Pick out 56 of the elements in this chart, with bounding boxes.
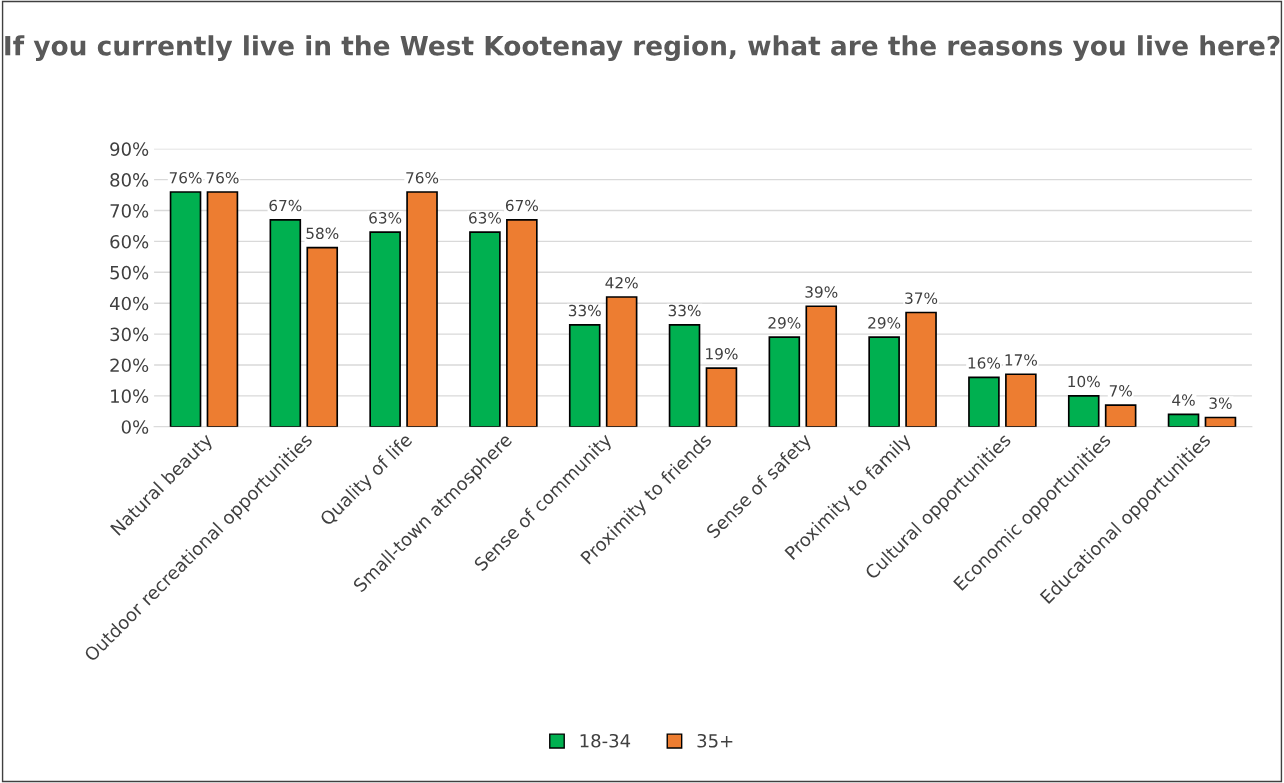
bar [668, 323, 701, 427]
bar [369, 231, 401, 427]
bar [1167, 413, 1200, 427]
y-tick-label: 80% [110, 173, 149, 187]
y-tick-label: 70% [110, 204, 149, 218]
data-label: 7% [1109, 385, 1132, 397]
data-label: 67% [269, 199, 302, 212]
data-label: 16% [968, 357, 1001, 369]
bar [1067, 395, 1100, 427]
bar [768, 336, 801, 427]
y-tick-label: 60% [110, 234, 149, 249]
data-label: 37% [905, 292, 938, 304]
y-tick-label: 50% [110, 265, 149, 280]
y-tick-label: 10% [111, 389, 149, 403]
bar [469, 231, 501, 427]
data-label: 63% [469, 212, 502, 224]
data-label: 17% [1005, 354, 1037, 366]
bar [605, 296, 638, 427]
y-tick-label: 0% [121, 420, 149, 434]
bar [169, 191, 202, 427]
bar [506, 218, 538, 427]
bar [269, 218, 302, 427]
bar [805, 305, 838, 427]
data-label: 67% [505, 199, 538, 212]
data-label: 4% [1172, 394, 1195, 406]
bar [1005, 373, 1037, 427]
data-label: 29% [868, 317, 901, 329]
data-label: 76% [169, 171, 202, 184]
bar [968, 376, 1000, 427]
data-label: 76% [206, 171, 239, 184]
bar [306, 246, 339, 427]
legend-label: 35+ [697, 733, 733, 748]
data-label: 39% [805, 286, 838, 298]
y-tick-label: 20% [110, 358, 149, 373]
y-tick-label: 40% [109, 296, 149, 311]
data-label: 3% [1209, 397, 1232, 409]
y-tick-label: 90% [110, 142, 149, 156]
data-label: 33% [568, 304, 601, 317]
bar [1104, 404, 1137, 427]
bar [568, 323, 601, 427]
legend-label: 18-34 [580, 733, 631, 748]
chart-title: If you currently live in the West Kootenay region, what are the reasons you live here? [5, 35, 1280, 61]
bar [905, 311, 937, 427]
data-label: 10% [1068, 375, 1100, 388]
bar [868, 336, 900, 427]
data-label: 58% [306, 227, 339, 240]
data-label: 29% [768, 317, 801, 329]
data-label: 63% [369, 212, 402, 224]
bar [705, 367, 738, 427]
data-label: 76% [406, 171, 439, 184]
y-tick-label: 30% [110, 327, 149, 342]
data-label: 19% [706, 347, 738, 360]
data-label: 33% [668, 304, 701, 317]
data-label: 42% [605, 276, 638, 289]
bar [206, 191, 239, 427]
bar [406, 191, 438, 427]
